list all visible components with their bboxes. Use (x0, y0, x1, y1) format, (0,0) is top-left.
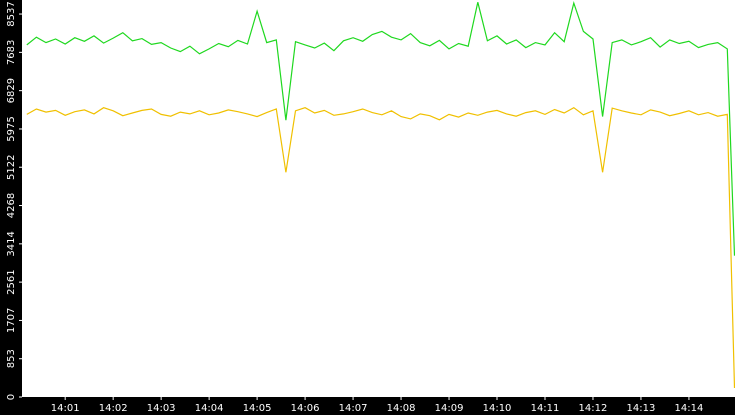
x-tick-label: 14:10 (483, 403, 512, 414)
y-tick-label: 2561 (6, 269, 17, 294)
x-tick-label: 14:13 (627, 403, 656, 414)
y-tick-label: 6829 (6, 78, 17, 103)
y-tick-label: 5122 (6, 155, 17, 180)
x-tick-label: 14:14 (675, 403, 704, 414)
x-tick-label: 14:06 (291, 403, 320, 414)
series-line (26, 106, 735, 389)
x-tick-label: 14:07 (339, 403, 368, 414)
y-tick-label: 7683 (6, 40, 17, 65)
x-tick-label: 14:01 (51, 403, 80, 414)
x-tick-label: 14:11 (531, 403, 560, 414)
y-tick-label: 853 (6, 349, 17, 368)
y-tick-label: 4268 (6, 193, 17, 218)
y-tick-label: 5975 (6, 116, 17, 141)
x-tick-label: 14:05 (243, 403, 272, 414)
x-tick-label: 14:09 (435, 403, 464, 414)
y-tick-label: 3414 (6, 231, 17, 256)
x-tick-label: 14:12 (579, 403, 608, 414)
x-axis-strip (0, 397, 735, 415)
series-line (26, 0, 735, 256)
x-tick-label: 14:02 (99, 403, 128, 414)
y-tick-label: 8537 (6, 1, 17, 26)
y-axis-strip (0, 0, 22, 415)
x-tick-label: 14:04 (195, 403, 224, 414)
y-tick-label: 1707 (6, 308, 17, 333)
y-tick-label: 0 (6, 394, 17, 400)
x-tick-label: 14:03 (147, 403, 176, 414)
x-tick-label: 14:08 (387, 403, 416, 414)
